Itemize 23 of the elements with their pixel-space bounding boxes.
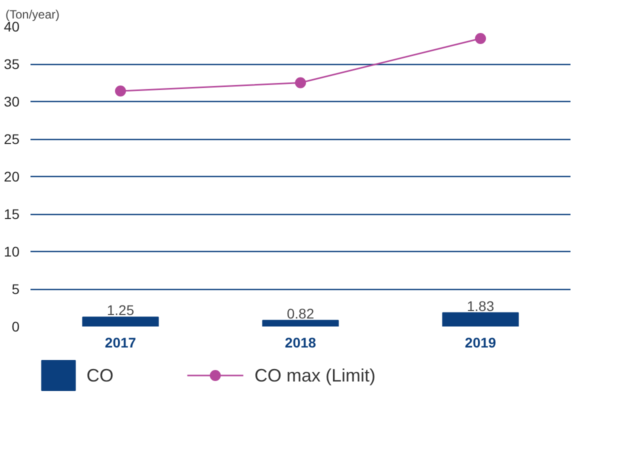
bar [82,316,159,326]
point [295,77,306,88]
y-tick-label: 0 [12,318,20,334]
y-tick-label: 20 [4,168,20,184]
data-label: 1.25 [106,302,134,318]
x-tick-label: 2017 [104,334,136,350]
y-axis-title: (Ton/year) [6,8,60,22]
y-tick-label: 30 [4,94,20,110]
y-tick-label: 35 [4,56,20,72]
legend-label: CO [86,366,114,386]
x-tick-label: 2019 [464,334,496,350]
bar [262,320,339,326]
x-tick-label: 2018 [284,334,316,350]
y-tick-label: 10 [4,244,20,260]
bar [442,312,519,326]
y-tick-label: 25 [4,131,20,147]
y-tick-label: 5 [12,281,20,297]
point [115,86,126,96]
legend-label: CO max (Limit) [254,366,376,386]
y-tick-label: 15 [4,206,20,222]
point [475,33,486,44]
data-label: 0.82 [286,305,314,322]
data-label: 1.83 [466,298,494,314]
